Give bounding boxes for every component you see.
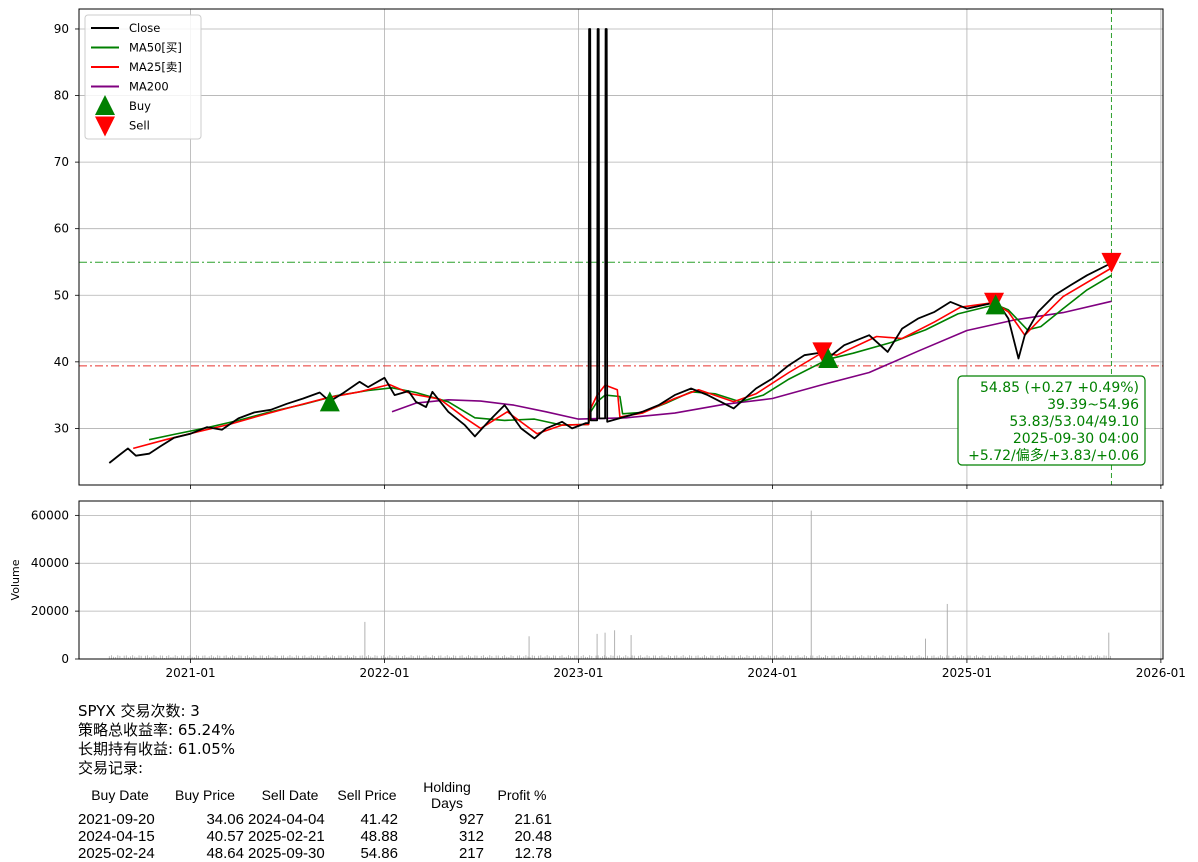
- holding-days-cell: 312: [458, 828, 484, 845]
- sell-marker: [812, 342, 833, 363]
- series-line-ma200: [391, 300, 1112, 420]
- volume-plot-area: [79, 501, 1163, 659]
- sell-price-cell: 41.42: [360, 811, 398, 828]
- trade-table-header-row: Buy Date Buy Price Sell Date Sell Price …: [78, 779, 552, 811]
- trade-count-line: SPYX 交易次数: 3: [78, 702, 200, 720]
- x-tick-label: 2026-01: [1136, 666, 1186, 680]
- trade-records-table: Buy Date Buy Price Sell Date Sell Price …: [78, 779, 552, 862]
- info-box-frame: [957, 375, 1146, 466]
- info-box-line: 2025-09-30 04:00: [1013, 431, 1139, 447]
- trade-row: 2021-09-20 34.06 2024-04-04 41.42 927 21…: [78, 811, 552, 828]
- y-tick-label: 90: [54, 22, 69, 36]
- buy-hold-return-line: 长期持有收益: 61.05%: [78, 740, 236, 758]
- sell-date-cell: 2025-02-21: [248, 828, 325, 845]
- header-buy-date: Buy Date: [91, 787, 149, 803]
- trade-records-title: 交易记录:: [78, 759, 144, 777]
- price-y-ticks: 30 40 50 60 70 80 90: [54, 22, 79, 435]
- holding-days-cell: 217: [458, 845, 484, 862]
- strategy-return-line: 策略总收益率: 65.24%: [78, 721, 236, 739]
- header-profit: Profit %: [497, 787, 547, 803]
- x-tick-label: 2023-01: [553, 666, 603, 680]
- legend-label: Close: [129, 21, 160, 35]
- volume-x-ticks: 2021-01 2022-01 2023-01 2024-01 2025-01 2026-…: [166, 659, 1186, 680]
- x-tick-label: 2025-01: [942, 666, 992, 680]
- price-plot-frame: [78, 8, 1164, 486]
- legend-label: Buy: [129, 99, 151, 113]
- buy-marker: [818, 348, 839, 369]
- header-buy-price: Buy Price: [175, 787, 235, 803]
- buy-marker: [319, 391, 340, 412]
- y-tick-label: 60: [54, 222, 69, 236]
- header-sell-date: Sell Date: [261, 787, 319, 803]
- buy-date-cell: 2024-04-15: [78, 828, 155, 845]
- series-line-ma25: [132, 267, 1112, 450]
- price-panel: 30 40 50 60 70 80 90 Close MA50[买] MA25[卖] MA200 B…: [54, 8, 1164, 489]
- volume-y-tick-label: 20000: [31, 604, 69, 618]
- y-tick-label: 50: [54, 288, 69, 302]
- volume-y-tick-label: 0: [61, 652, 69, 666]
- price-series: [108, 28, 1112, 464]
- trade-row: 2025-02-24 48.64 2025-09-30 54.86 217 12…: [78, 845, 552, 862]
- trade-markers: [319, 252, 1122, 412]
- header-holding-days: Holding Days: [423, 779, 471, 811]
- x-tick-label: 2021-01: [166, 666, 216, 680]
- profit-cell: 20.48: [514, 828, 552, 845]
- sell-date-cell: 2025-09-30: [248, 845, 325, 862]
- sell-price-cell: 54.86: [360, 845, 398, 862]
- buy-price-cell: 40.57: [206, 828, 244, 845]
- sell-marker: [1101, 252, 1122, 273]
- profit-cell: 21.61: [514, 811, 552, 828]
- legend-label: MA200: [129, 80, 169, 94]
- trade-row: 2024-04-15 40.57 2025-02-21 48.88 312 20…: [78, 828, 552, 845]
- sell-price-cell: 48.88: [360, 828, 398, 845]
- y-tick-label: 70: [54, 155, 69, 169]
- chart-figure: 30 40 50 60 70 80 90 Close MA50[买] MA25[卖] MA200 B…: [9, 8, 1186, 680]
- series-line-close: [108, 28, 1112, 464]
- holding-days-cell: 927: [458, 811, 484, 828]
- volume-plot-frame: [78, 500, 1164, 660]
- buy-marker: [985, 294, 1006, 315]
- legend-label: MA50[买]: [129, 41, 182, 55]
- buy-price-cell: 48.64: [206, 845, 244, 862]
- info-box-line: 53.83/53.04/49.10: [1009, 414, 1139, 430]
- legend-box: [84, 14, 202, 140]
- price-x-ticks: [190, 485, 1162, 489]
- strategy-summary: SPYX 交易次数: 3 策略总收益率: 65.24% 长期持有收益: 61.0…: [78, 702, 235, 778]
- x-tick-label: 2024-01: [747, 666, 797, 680]
- y-tick-label: 40: [54, 355, 69, 369]
- volume-y-tick-label: 60000: [31, 508, 69, 522]
- legend-swatch-buy: [95, 95, 115, 115]
- info-box-line: 54.85 (+0.27 +0.49%): [980, 380, 1139, 396]
- legend-label: Sell: [129, 119, 150, 133]
- info-box-line: +5.72/偏多/+3.83/+0.06: [968, 447, 1139, 464]
- x-tick-label: 2022-01: [359, 666, 409, 680]
- buy-price-cell: 34.06: [206, 811, 244, 828]
- y-tick-label: 80: [54, 89, 69, 103]
- volume-y-ticks: 0 20000 40000 60000: [31, 508, 79, 666]
- sell-date-cell: 2024-04-04: [248, 811, 325, 828]
- volume-axis-label: Volume: [9, 559, 22, 600]
- profit-cell: 12.78: [514, 845, 552, 862]
- info-box-line: 39.39~54.96: [1047, 397, 1139, 413]
- header-sell-price: Sell Price: [337, 787, 397, 803]
- y-tick-label: 30: [54, 421, 69, 435]
- legend-swatch-sell: [95, 116, 115, 137]
- buy-date-cell: 2021-09-20: [78, 811, 155, 828]
- volume-y-tick-label: 40000: [31, 556, 69, 570]
- info-box: 54.85 (+0.27 +0.49%)39.39~54.9653.83/53.…: [957, 375, 1146, 466]
- legend-label: MA25[卖]: [129, 60, 182, 74]
- buy-date-cell: 2025-02-24: [78, 845, 155, 862]
- chart-legend: Close MA50[买] MA25[卖] MA200 Buy Sell: [84, 14, 202, 140]
